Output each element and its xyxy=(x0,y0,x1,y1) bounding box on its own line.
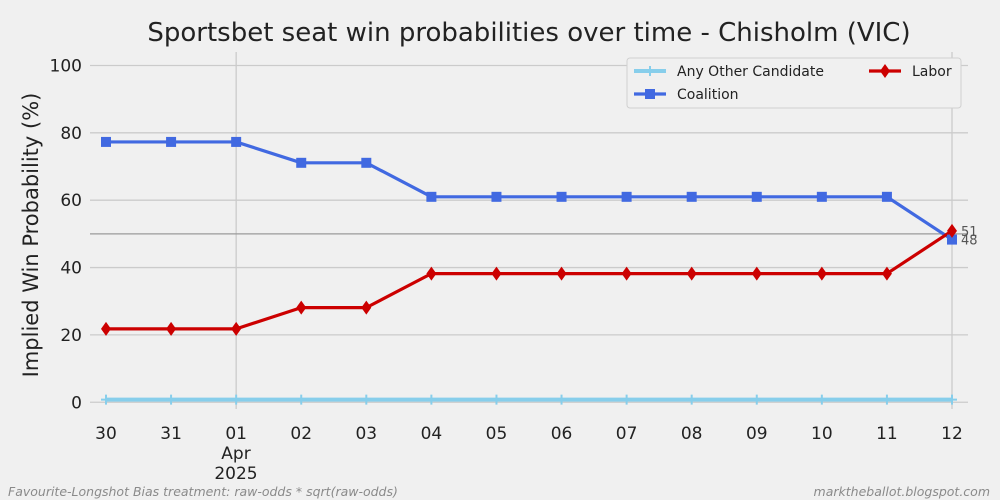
end-label: 51 xyxy=(961,225,978,240)
x-tick-label: 07 xyxy=(616,424,638,444)
x-tick-label: 31 xyxy=(160,424,182,444)
end-label: 48 xyxy=(961,234,978,249)
chart-title: Sportsbet seat win probabilities over ti… xyxy=(147,18,910,48)
legend-marker-coalition xyxy=(645,89,655,99)
data-point-any-other-candidate xyxy=(751,394,762,405)
series-markers xyxy=(101,136,957,405)
y-tick-label: 60 xyxy=(60,191,82,211)
data-point-labor xyxy=(686,266,697,281)
legend-label-any-other-candidate: Any Other Candidate xyxy=(677,64,824,80)
data-point-labor xyxy=(296,300,307,315)
legend-label-coalition: Coalition xyxy=(677,87,739,103)
y-tick-label: 100 xyxy=(50,56,82,76)
data-point-coalition xyxy=(296,157,307,168)
x-tick-label: 10 xyxy=(811,424,833,444)
x-tick-label: 30 xyxy=(95,424,117,444)
data-point-any-other-candidate xyxy=(101,394,111,405)
legend-label-labor: Labor xyxy=(912,64,952,80)
x-month-label: Apr xyxy=(221,444,250,464)
data-point-labor xyxy=(947,223,957,238)
data-point-labor xyxy=(491,266,502,281)
series-line-labor xyxy=(106,229,953,331)
x-tick-label: 01 xyxy=(225,424,247,444)
data-point-labor xyxy=(556,266,567,281)
data-point-coalition xyxy=(361,157,372,168)
y-tick-label: 20 xyxy=(60,326,82,346)
series-line-coalition xyxy=(106,140,953,241)
y-tick-label: 40 xyxy=(60,259,82,279)
data-point-any-other-candidate xyxy=(296,394,307,405)
data-point-labor xyxy=(361,300,372,315)
x-tick-label: 11 xyxy=(876,424,898,444)
data-point-labor xyxy=(881,266,892,281)
data-point-any-other-candidate xyxy=(231,394,242,405)
data-point-coalition xyxy=(751,191,762,202)
y-tick-label: 80 xyxy=(60,124,82,144)
data-point-coalition xyxy=(621,191,632,202)
data-point-any-other-candidate xyxy=(426,394,437,405)
data-point-labor xyxy=(166,321,177,336)
x-tick-label: 09 xyxy=(746,424,768,444)
data-point-coalition xyxy=(101,136,111,147)
data-point-coalition xyxy=(947,234,957,245)
x-axis-ticks: 30 31 01 02 03 04 05 06 07 08 09 10 11 12 xyxy=(95,424,963,444)
legend-marker-labor xyxy=(880,64,890,78)
y-axis-ticks: 0 20 40 60 80 100 xyxy=(50,56,82,413)
legend-marker-any-other-candidate xyxy=(645,66,655,76)
y-tick-label: 0 xyxy=(71,393,82,413)
data-point-any-other-candidate xyxy=(556,394,567,405)
data-point-labor xyxy=(101,321,111,336)
x-tick-label: 02 xyxy=(290,424,312,444)
data-point-labor xyxy=(751,266,762,281)
data-point-labor xyxy=(426,266,437,281)
x-tick-label: 04 xyxy=(421,424,443,444)
data-point-any-other-candidate xyxy=(361,394,372,405)
data-point-coalition xyxy=(881,191,892,202)
data-point-any-other-candidate xyxy=(166,394,177,405)
data-point-any-other-candidate xyxy=(491,394,502,405)
data-point-coalition xyxy=(556,191,567,202)
data-point-labor xyxy=(816,266,827,281)
data-point-any-other-candidate xyxy=(686,394,697,405)
data-point-coalition xyxy=(166,136,177,147)
data-point-any-other-candidate xyxy=(816,394,827,405)
data-point-any-other-candidate xyxy=(621,394,632,405)
footnote-left: Favourite-Longshot Bias treatment: raw-o… xyxy=(8,484,398,499)
data-point-labor xyxy=(231,321,242,336)
data-point-coalition xyxy=(231,136,242,147)
legend: Any Other Candidate Coalition Labor xyxy=(626,57,962,109)
data-point-coalition xyxy=(686,191,697,202)
data-point-labor xyxy=(621,266,632,281)
x-year-label: 2025 xyxy=(214,464,257,484)
x-tick-label: 05 xyxy=(486,424,508,444)
data-point-any-other-candidate xyxy=(947,394,957,405)
footnote-right: marktheballot.blogspot.com xyxy=(814,484,990,499)
y-axis-label: Implied Win Probability (%) xyxy=(19,93,43,378)
series-lines xyxy=(106,140,953,402)
x-tick-label: 12 xyxy=(941,424,963,444)
data-point-coalition xyxy=(426,191,437,202)
x-tick-label: 03 xyxy=(355,424,377,444)
data-point-any-other-candidate xyxy=(881,394,892,405)
data-point-coalition xyxy=(491,191,502,202)
x-tick-label: 08 xyxy=(681,424,703,444)
data-point-coalition xyxy=(816,191,827,202)
x-tick-label: 06 xyxy=(551,424,573,444)
